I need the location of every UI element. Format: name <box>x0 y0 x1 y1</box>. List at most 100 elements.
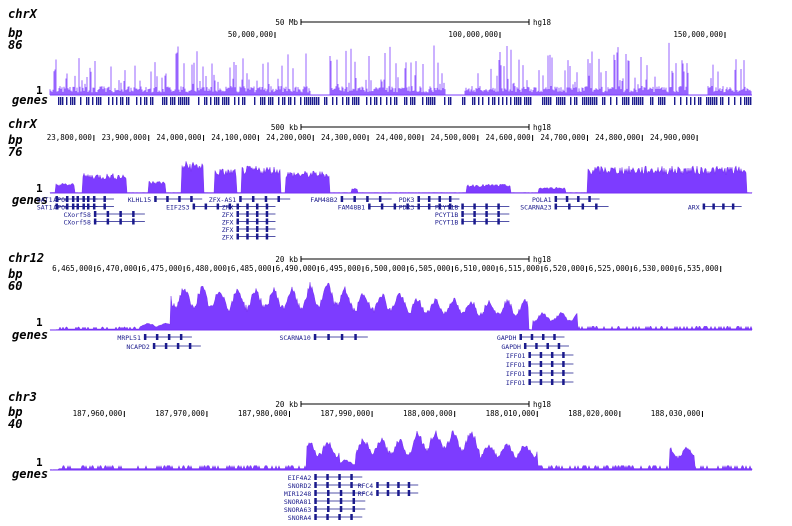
exon <box>246 218 249 225</box>
exon <box>152 343 156 349</box>
gene-block <box>228 97 230 105</box>
exon <box>255 203 259 210</box>
gene-block <box>714 97 716 105</box>
exon <box>588 196 591 202</box>
scale-label: 50 Mb <box>275 18 298 27</box>
gene-block <box>356 97 358 105</box>
gene-block <box>582 97 584 105</box>
signal-area <box>49 430 753 471</box>
gene-block <box>690 97 692 105</box>
gene-block <box>60 97 62 105</box>
gene-block <box>526 97 528 105</box>
exon <box>417 203 420 210</box>
gene-block <box>744 97 746 105</box>
exon <box>82 203 85 210</box>
gene-block <box>464 97 466 105</box>
exon <box>352 506 356 512</box>
tick-label: 188,030,000 <box>651 409 701 418</box>
gene-block <box>282 97 284 105</box>
gene-label: RFC4 <box>358 490 374 498</box>
exon <box>314 490 317 496</box>
gene-block <box>222 97 224 105</box>
gene-block <box>326 97 328 105</box>
gene-block <box>652 97 654 105</box>
gene-block <box>324 97 326 105</box>
tick-label: 6,470,000 <box>97 264 138 273</box>
ymin-label: 1 <box>36 84 43 97</box>
tick-label: 24,000,000 <box>156 133 202 142</box>
gene-block <box>126 97 128 105</box>
gene-block <box>376 97 378 105</box>
tick-label: 187,980,000 <box>238 409 288 418</box>
gene-block <box>290 97 292 105</box>
gene-block <box>474 97 476 105</box>
chrom-label: chr12 <box>8 251 44 265</box>
gene-block <box>590 97 592 105</box>
gene-block <box>586 97 588 105</box>
tick-label: 24,600,000 <box>485 133 531 142</box>
gene-label: ZFX <box>222 204 234 212</box>
gene-block <box>478 97 480 105</box>
gene-block <box>58 97 60 105</box>
tick-label: 6,515,000 <box>499 264 540 273</box>
gene-block <box>576 97 578 105</box>
gene-block <box>706 97 708 105</box>
gene-block <box>188 97 190 105</box>
tick-label: 6,500,000 <box>365 264 406 273</box>
tick-label: 188,020,000 <box>568 409 618 418</box>
ymax-label: 40 <box>8 417 22 431</box>
exon <box>93 218 97 225</box>
gene-block <box>210 97 212 105</box>
genes-label: genes <box>12 328 48 342</box>
gene-block <box>108 97 110 105</box>
gene-block <box>548 97 550 105</box>
gene-block <box>390 97 392 105</box>
exon <box>55 196 58 202</box>
gene-block <box>354 97 356 105</box>
tick-label: 24,400,000 <box>376 133 422 142</box>
exon <box>246 203 249 210</box>
exon <box>314 474 317 480</box>
exon <box>553 334 556 340</box>
gene-block <box>602 97 604 105</box>
exon <box>327 498 330 504</box>
gene-label: PCYT1B <box>435 219 459 227</box>
gene-label: SAT1 <box>37 196 53 204</box>
genes-label: genes <box>12 93 48 107</box>
gene-label: PCYT1B <box>435 211 459 219</box>
gene-block <box>502 97 504 105</box>
gene-block <box>310 97 312 105</box>
gene-block <box>98 97 100 105</box>
gene-block <box>716 97 718 105</box>
gene-block <box>686 97 688 105</box>
exon <box>255 226 259 232</box>
exon <box>338 474 341 480</box>
assembly-label: hg18 <box>533 255 552 264</box>
tick-label: 100,000,000 <box>448 30 498 39</box>
gene-block <box>150 97 152 105</box>
exon <box>246 211 249 217</box>
exon <box>448 203 452 210</box>
assembly-label: hg18 <box>533 400 552 409</box>
gene-block <box>270 97 272 105</box>
gene-block <box>650 97 652 105</box>
gene-block <box>100 97 102 105</box>
exon <box>497 203 500 210</box>
exon <box>192 203 196 210</box>
gene-block <box>92 97 94 105</box>
exon <box>702 203 706 210</box>
gene-block <box>636 97 638 105</box>
gene-block <box>394 97 396 105</box>
exon <box>143 334 147 340</box>
gene-block <box>172 97 174 105</box>
gene-block <box>462 97 464 105</box>
gene-block <box>422 97 424 105</box>
exon <box>577 196 580 202</box>
exon <box>528 379 531 385</box>
exon <box>92 203 96 210</box>
tick-label: 24,800,000 <box>595 133 641 142</box>
gene-block <box>444 97 446 105</box>
gene-block <box>616 97 618 105</box>
chrom-label: chrX <box>8 117 38 131</box>
